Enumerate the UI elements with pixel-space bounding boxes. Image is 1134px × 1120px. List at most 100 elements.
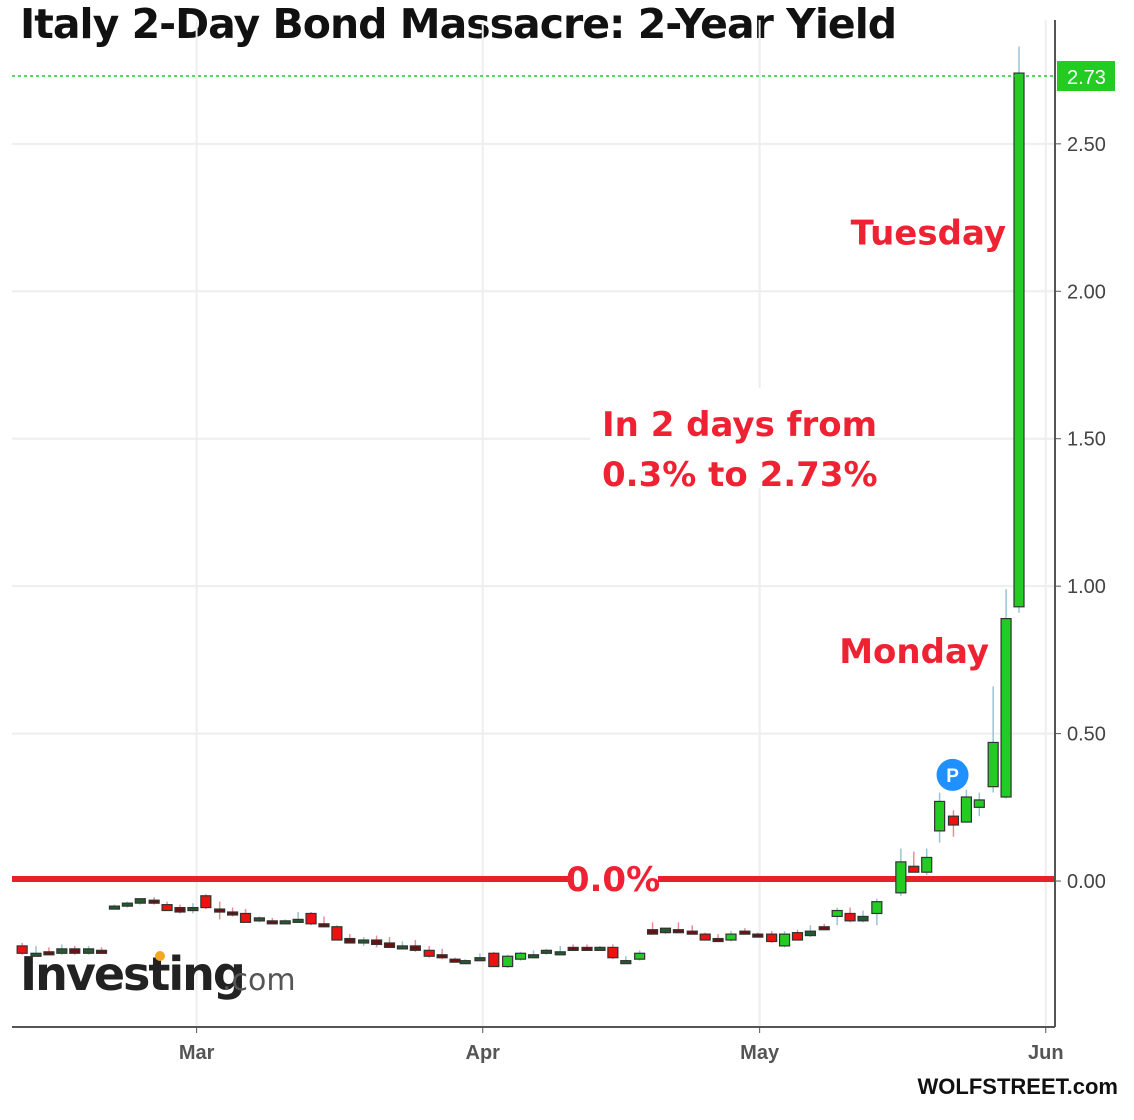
annotation-text: In 2 days from bbox=[602, 405, 877, 445]
candle-down bbox=[791, 932, 804, 941]
candle-up bbox=[973, 799, 985, 808]
candle-down bbox=[331, 926, 343, 941]
candle-down bbox=[672, 929, 685, 934]
candle-up bbox=[396, 945, 409, 950]
candle-up bbox=[540, 949, 553, 954]
candle-down bbox=[567, 946, 579, 951]
y-tick-label: 0.50 bbox=[1067, 724, 1106, 746]
candle-down bbox=[844, 912, 856, 922]
candle-up bbox=[594, 946, 606, 951]
candle-down bbox=[95, 949, 108, 954]
candle-up bbox=[459, 960, 471, 965]
candle-up bbox=[527, 954, 540, 959]
candle-up bbox=[554, 951, 566, 956]
x-tick-label: May bbox=[740, 1042, 780, 1064]
candle-up bbox=[831, 909, 843, 918]
candle-down bbox=[607, 946, 619, 959]
candle-down bbox=[69, 948, 81, 954]
candle-up bbox=[108, 905, 121, 910]
annotation-bg bbox=[590, 438, 868, 489]
svg-text:.com: .com bbox=[222, 963, 296, 998]
annotation-text: 0.3% to 2.73% bbox=[602, 455, 878, 495]
zero-label-bg bbox=[568, 859, 658, 900]
candle-up bbox=[187, 906, 199, 912]
gridlines bbox=[12, 20, 1055, 1027]
candle-down bbox=[739, 930, 751, 935]
last-value-badge bbox=[1057, 61, 1115, 92]
candle-down bbox=[161, 904, 173, 912]
candle-down bbox=[43, 951, 55, 956]
axes: 0.00 0.50 1.00 1.50 2.00 2.50 Mar Apr May Jun 2.73 bbox=[12, 20, 1115, 1064]
candle-down bbox=[344, 937, 356, 944]
candle-down bbox=[266, 920, 278, 925]
candle-down bbox=[200, 895, 212, 909]
x-tick-label: Mar bbox=[179, 1042, 215, 1064]
candle-down bbox=[699, 933, 711, 941]
p-marker-icon bbox=[936, 758, 969, 791]
chart-title: Italy 2-Day Bond Massacre: 2-Year Yield bbox=[20, 0, 897, 48]
candle-down bbox=[766, 933, 778, 943]
candle-down bbox=[712, 937, 724, 943]
candle-down bbox=[818, 926, 830, 931]
candle-up bbox=[960, 796, 972, 823]
candle-up bbox=[56, 948, 68, 954]
y-tick-label: 2.50 bbox=[1067, 134, 1106, 156]
investing-logo: Investing .com bbox=[20, 947, 296, 1001]
candle-up bbox=[871, 901, 883, 915]
annotation-text: Monday bbox=[839, 632, 989, 672]
candle-up bbox=[778, 933, 791, 947]
annotation-text: Tuesday bbox=[851, 213, 1006, 253]
candle-up bbox=[1013, 72, 1025, 608]
candle-up bbox=[659, 927, 672, 934]
candle-down bbox=[908, 865, 920, 873]
candle-up bbox=[83, 948, 95, 954]
candles bbox=[16, 46, 1025, 969]
y-tick-label: 1.50 bbox=[1067, 429, 1106, 451]
y-tick-label: 2.00 bbox=[1067, 281, 1106, 303]
candle-up bbox=[725, 933, 737, 941]
candle-down bbox=[226, 911, 239, 916]
candle-up bbox=[895, 861, 907, 894]
candle-down bbox=[449, 958, 461, 963]
candle-down bbox=[646, 929, 659, 935]
last-value-label: 2.73 bbox=[1067, 67, 1106, 89]
zero-line: 0.0% bbox=[12, 859, 1055, 900]
candle-down bbox=[16, 945, 28, 954]
candle-up bbox=[620, 960, 632, 965]
x-tick-label: Apr bbox=[466, 1042, 501, 1064]
candle-down bbox=[174, 906, 186, 913]
candle-up bbox=[1000, 617, 1012, 798]
candle-up bbox=[30, 952, 42, 957]
candle-down bbox=[239, 912, 252, 923]
candle-down bbox=[488, 952, 500, 968]
candle-down bbox=[383, 942, 396, 948]
candle-up bbox=[292, 918, 304, 923]
candle-up bbox=[634, 952, 646, 960]
candle-up bbox=[804, 930, 817, 937]
candle-up bbox=[358, 939, 370, 944]
candle-up bbox=[134, 898, 146, 904]
candle-up bbox=[987, 741, 999, 788]
candle-down bbox=[318, 923, 330, 928]
zero-label: 0.0% bbox=[566, 860, 660, 900]
candle-up bbox=[514, 952, 527, 960]
p-marker-label: P bbox=[946, 766, 959, 787]
candle-up bbox=[474, 957, 486, 962]
candle-up bbox=[502, 955, 514, 968]
candle-down bbox=[947, 815, 960, 826]
candle-down bbox=[436, 954, 448, 959]
candle-up bbox=[934, 800, 946, 832]
y-tick-label: 0.00 bbox=[1067, 871, 1106, 893]
candle-up bbox=[857, 915, 869, 922]
annotation-bg bbox=[590, 387, 868, 438]
candle-down bbox=[581, 946, 593, 951]
candle-up bbox=[921, 856, 933, 873]
candle-down bbox=[305, 912, 317, 925]
source-label: WOLFSTREET.com bbox=[918, 1074, 1118, 1099]
candle-up bbox=[279, 920, 291, 925]
y-tick-label: 1.00 bbox=[1067, 576, 1106, 598]
x-tick-label: Jun bbox=[1028, 1042, 1064, 1064]
candle-up bbox=[121, 902, 133, 907]
annotations: Tuesday Monday In 2 days from 0.3% to 2.73%… bbox=[590, 213, 1006, 791]
